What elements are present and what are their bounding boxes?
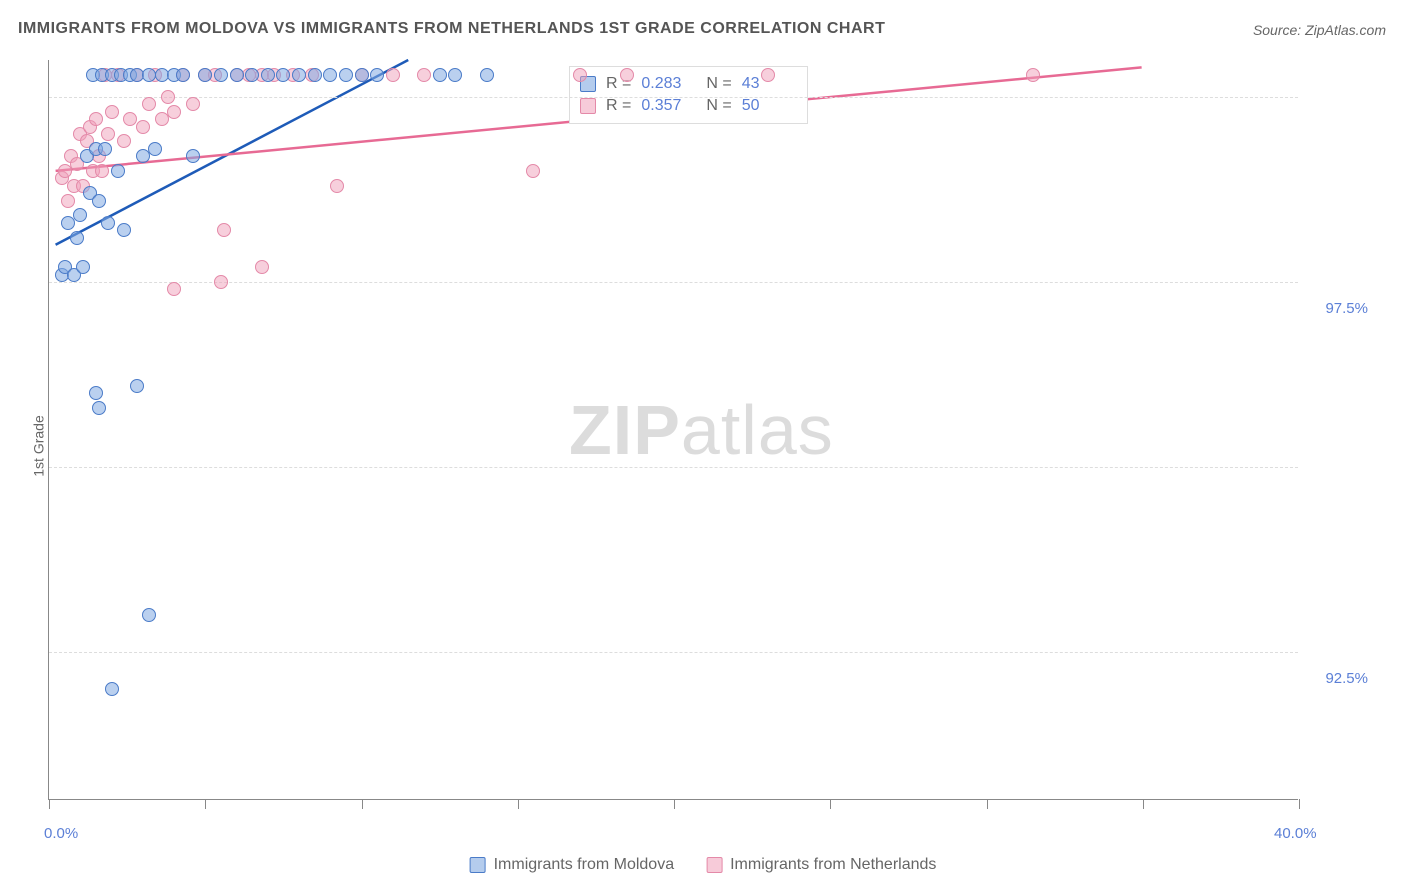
data-point <box>167 105 181 119</box>
data-point <box>573 68 587 82</box>
data-point <box>417 68 431 82</box>
data-point <box>89 386 103 400</box>
data-point <box>186 97 200 111</box>
x-tick <box>830 799 831 809</box>
data-point <box>186 149 200 163</box>
data-point <box>142 97 156 111</box>
data-point <box>58 164 72 178</box>
gridline <box>49 97 1298 98</box>
gridline <box>49 282 1298 283</box>
x-tick <box>674 799 675 809</box>
data-point <box>92 401 106 415</box>
data-point <box>117 223 131 237</box>
data-point <box>261 68 275 82</box>
legend-swatch-netherlands-icon <box>706 857 722 873</box>
x-tick-label: 40.0% <box>1274 825 1317 842</box>
data-point <box>130 379 144 393</box>
data-point <box>136 120 150 134</box>
r-value-moldova: 0.283 <box>641 75 696 93</box>
data-point <box>98 142 112 156</box>
data-point <box>526 164 540 178</box>
data-point <box>308 68 322 82</box>
data-point <box>155 112 169 126</box>
n-value-netherlands: 50 <box>742 97 797 115</box>
data-point <box>255 260 269 274</box>
data-point <box>105 105 119 119</box>
source-attribution: Source: ZipAtlas.com <box>1253 22 1386 38</box>
gridline <box>49 467 1298 468</box>
chart-title: IMMIGRANTS FROM MOLDOVA VS IMMIGRANTS FR… <box>18 20 885 38</box>
data-point <box>1026 68 1040 82</box>
data-point <box>214 275 228 289</box>
data-point <box>339 68 353 82</box>
legend-item-netherlands: Immigrants from Netherlands <box>706 856 936 874</box>
data-point <box>142 608 156 622</box>
data-point <box>89 112 103 126</box>
data-point <box>70 231 84 245</box>
data-point <box>148 142 162 156</box>
data-point <box>92 194 106 208</box>
data-point <box>73 208 87 222</box>
x-tick <box>1299 799 1300 809</box>
data-point <box>61 194 75 208</box>
y-tick-label: 92.5% <box>1325 670 1368 687</box>
bottom-legend: Immigrants from Moldova Immigrants from … <box>470 856 937 874</box>
data-point <box>217 223 231 237</box>
stats-row-netherlands: R = 0.357 N = 50 <box>580 95 797 117</box>
trend-lines-svg <box>49 60 1298 799</box>
data-point <box>370 68 384 82</box>
x-tick-label: 0.0% <box>44 825 78 842</box>
y-tick-label: 97.5% <box>1325 300 1368 317</box>
r-value-netherlands: 0.357 <box>641 97 696 115</box>
data-point <box>101 216 115 230</box>
n-label: N = <box>706 97 731 115</box>
swatch-netherlands-icon <box>580 98 596 114</box>
data-point <box>61 216 75 230</box>
data-point <box>136 149 150 163</box>
x-tick <box>362 799 363 809</box>
y-axis-label: 1st Grade <box>31 415 47 476</box>
data-point <box>330 179 344 193</box>
data-point <box>386 68 400 82</box>
data-point <box>176 68 190 82</box>
x-tick <box>1143 799 1144 809</box>
legend-label-netherlands: Immigrants from Netherlands <box>730 856 936 874</box>
data-point <box>448 68 462 82</box>
data-point <box>101 127 115 141</box>
data-point <box>292 68 306 82</box>
data-point <box>214 68 228 82</box>
legend-label-moldova: Immigrants from Moldova <box>494 856 675 874</box>
data-point <box>620 68 634 82</box>
data-point <box>245 68 259 82</box>
data-point <box>76 260 90 274</box>
n-label: N = <box>706 75 731 93</box>
r-label: R = <box>606 97 631 115</box>
data-point <box>167 282 181 296</box>
data-point <box>161 90 175 104</box>
data-point <box>117 134 131 148</box>
plot-area: ZIPatlas R = 0.283 N = 43 R = 0.357 N = … <box>48 60 1298 800</box>
data-point <box>276 68 290 82</box>
data-point <box>480 68 494 82</box>
data-point <box>95 164 109 178</box>
x-tick <box>987 799 988 809</box>
gridline <box>49 652 1298 653</box>
data-point <box>105 682 119 696</box>
data-point <box>433 68 447 82</box>
legend-item-moldova: Immigrants from Moldova <box>470 856 675 874</box>
data-point <box>111 164 125 178</box>
data-point <box>761 68 775 82</box>
x-tick <box>49 799 50 809</box>
data-point <box>355 68 369 82</box>
data-point <box>198 68 212 82</box>
x-tick <box>518 799 519 809</box>
legend-swatch-moldova-icon <box>470 857 486 873</box>
data-point <box>323 68 337 82</box>
data-point <box>230 68 244 82</box>
x-tick <box>205 799 206 809</box>
